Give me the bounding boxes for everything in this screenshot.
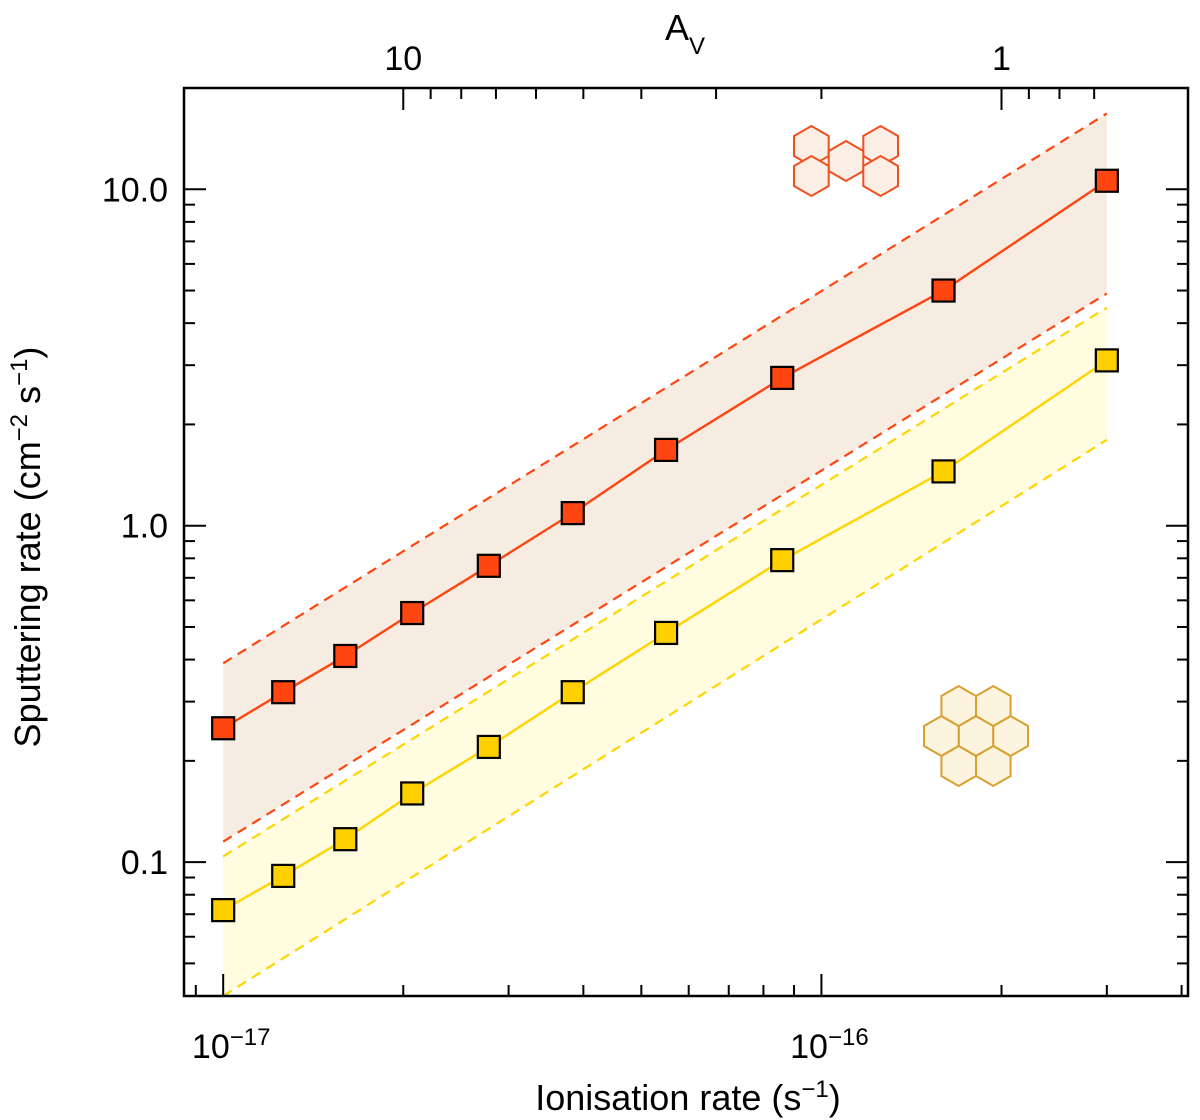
series-lines bbox=[222, 179, 1108, 912]
band-series-1 bbox=[223, 113, 1107, 842]
marker-series-2-point-4 bbox=[400, 781, 425, 806]
pah-7-ring-ring-5 bbox=[975, 684, 1012, 728]
upper-bound-series-1 bbox=[222, 112, 1108, 665]
marker-series-2-point-8 bbox=[770, 548, 795, 573]
pah-5-ring-ring-4 bbox=[793, 154, 830, 198]
marker-series-2-point-6 bbox=[560, 680, 585, 705]
marker-series-1-point-6 bbox=[560, 501, 585, 526]
upper-bound-series-2 bbox=[222, 306, 1108, 858]
marker-series-1-point-10 bbox=[1094, 168, 1119, 193]
lower-bound-series-1 bbox=[222, 292, 1108, 843]
x-tick-label-1: 10−17 bbox=[192, 1024, 271, 1067]
y-axis-label: Sputtering rate (cm−2 s−1) bbox=[6, 347, 49, 748]
lower-bound-series-2 bbox=[222, 438, 1108, 997]
pah-5-ring-icon bbox=[793, 124, 899, 198]
marker-series-1-point-5 bbox=[476, 553, 501, 578]
x-axis-label: Ionisation rate (s−1) bbox=[535, 1076, 841, 1119]
marker-series-1-point-3 bbox=[333, 643, 358, 669]
y-tick-label-2: 1.0 bbox=[121, 508, 168, 546]
marker-series-2-point-1 bbox=[211, 898, 236, 923]
y-tick-label-3: 10.0 bbox=[102, 171, 168, 209]
legend-icons bbox=[793, 124, 1029, 788]
marker-series-2-point-3 bbox=[333, 827, 358, 852]
line-series-2 bbox=[222, 359, 1108, 912]
marker-series-1-point-9 bbox=[931, 278, 956, 303]
marker-series-1-point-4 bbox=[400, 600, 425, 626]
axis-ticks bbox=[184, 87, 1188, 997]
data-markers bbox=[211, 168, 1119, 923]
pah-7-ring-icon bbox=[923, 684, 1029, 788]
marker-series-2-point-2 bbox=[271, 863, 296, 889]
line-series-1 bbox=[222, 179, 1108, 730]
band-series-2 bbox=[223, 307, 1107, 997]
pah-7-ring-ring-7 bbox=[975, 744, 1012, 788]
marker-series-2-point-9 bbox=[931, 459, 956, 484]
pah-5-ring-ring-5 bbox=[862, 154, 899, 198]
pah-7-ring-ring-4 bbox=[940, 684, 977, 728]
top-tick-label-1: 10 bbox=[384, 40, 422, 78]
marker-series-2-point-10 bbox=[1094, 348, 1119, 373]
bound-lines bbox=[222, 112, 1108, 997]
pah-7-ring-ring-6 bbox=[940, 744, 977, 788]
x-tick-label-2: 10−16 bbox=[790, 1024, 869, 1067]
uncertainty-bands bbox=[223, 113, 1107, 997]
marker-series-2-point-7 bbox=[653, 620, 679, 646]
top-axis-label: AV bbox=[665, 7, 705, 60]
x-tick-labels: 10−17 10−16 bbox=[192, 1024, 869, 1067]
marker-series-2-point-5 bbox=[476, 734, 501, 760]
marker-series-1-point-7 bbox=[653, 437, 679, 462]
marker-series-1-point-1 bbox=[211, 716, 236, 741]
y-tick-label-1: 0.1 bbox=[121, 844, 168, 882]
top-tick-labels: 10 1 bbox=[384, 40, 1011, 78]
marker-series-1-point-2 bbox=[271, 680, 296, 705]
top-tick-label-2: 1 bbox=[992, 40, 1011, 78]
pah-5-ring-ring-3 bbox=[827, 139, 865, 183]
y-tick-labels: 0.1 1.0 10.0 bbox=[102, 171, 168, 882]
marker-series-1-point-8 bbox=[770, 365, 795, 390]
